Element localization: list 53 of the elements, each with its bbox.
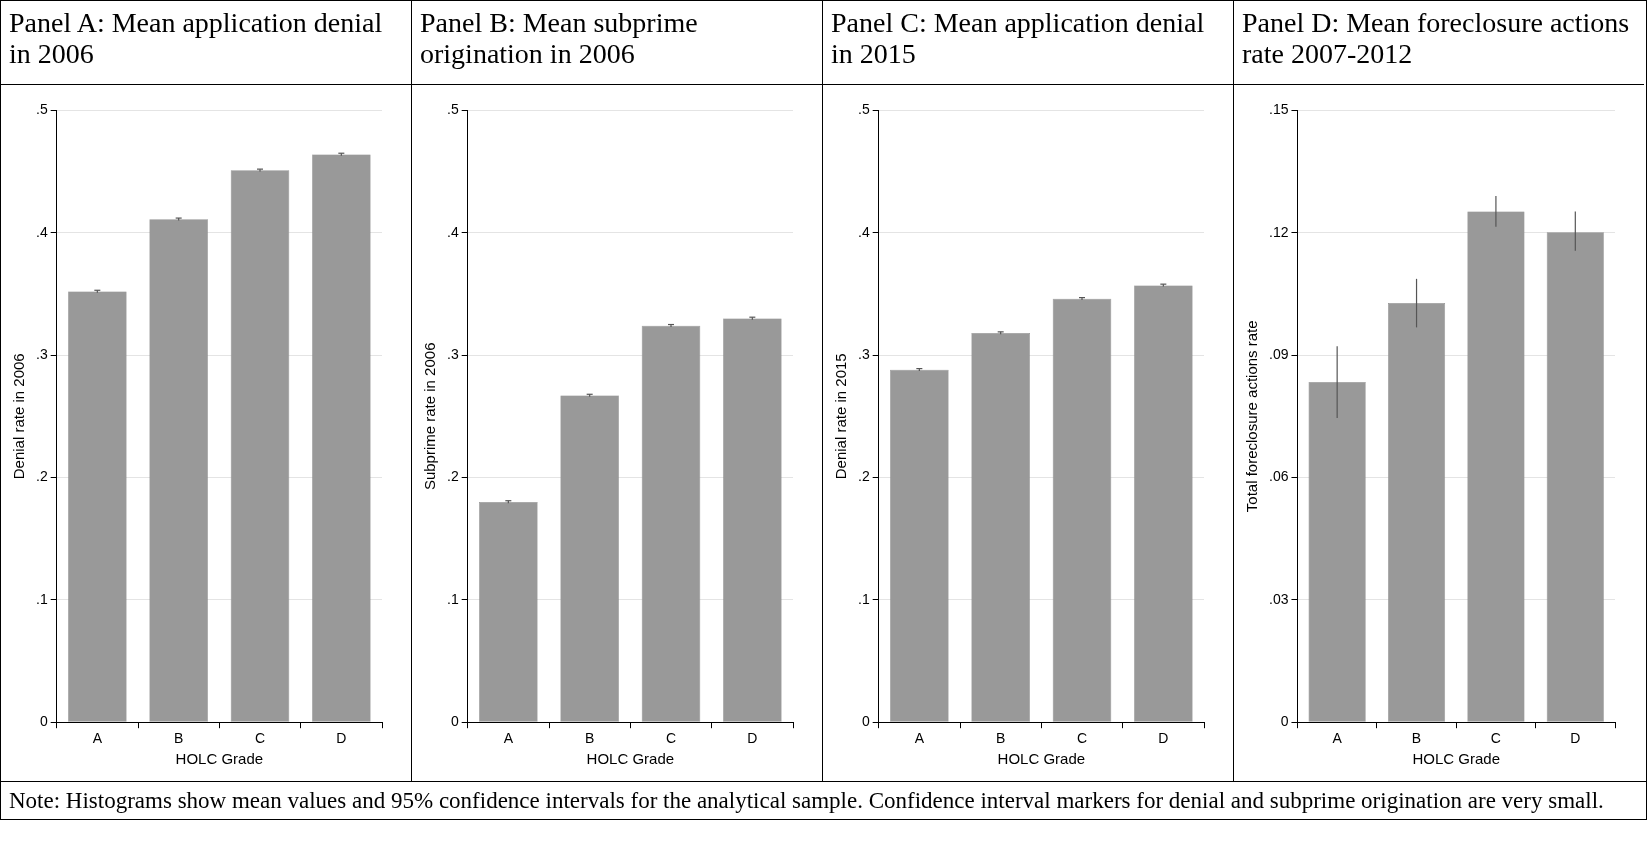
y-tick-label: 0 xyxy=(1280,713,1289,730)
x-axis-title: HOLC Grade xyxy=(997,750,1086,768)
y-tick-label: .2 xyxy=(446,468,459,485)
x-tick-label: A xyxy=(1332,730,1343,747)
x-tick-label: C xyxy=(254,730,266,747)
y-tick-label: 0 xyxy=(861,713,870,730)
x-tick-label: D xyxy=(1570,730,1581,747)
y-axis-title: Denial rate in 2006 xyxy=(10,353,28,480)
x-tick-label: A xyxy=(914,730,925,747)
y-tick-label: .5 xyxy=(35,101,48,118)
y-tick-label: .1 xyxy=(446,590,459,607)
y-tick-label: .15 xyxy=(1268,101,1289,118)
y-axis-title: Total foreclosure actions rate xyxy=(1243,320,1261,513)
x-tick-label: B xyxy=(585,730,595,747)
y-tick-label: .3 xyxy=(857,345,870,362)
y-tick-label: 0 xyxy=(39,713,48,730)
y-tick-label: .1 xyxy=(857,590,870,607)
x-axis-title: HOLC Grade xyxy=(175,750,264,768)
y-tick-label: .3 xyxy=(446,345,459,362)
x-tick-label: A xyxy=(92,730,103,747)
x-axis-title: HOLC Grade xyxy=(586,750,675,768)
y-tick-label: .4 xyxy=(446,223,459,240)
y-tick-label: .5 xyxy=(446,101,459,118)
x-tick-label: D xyxy=(336,730,347,747)
y-tick-label: .5 xyxy=(857,101,870,118)
y-tick-label: .2 xyxy=(857,468,870,485)
x-tick-label: C xyxy=(1490,730,1501,747)
chart-title: Panel D: Mean foreclosure actions rate 2007-2012 xyxy=(1234,1,1644,85)
y-tick-label: .12 xyxy=(1268,223,1289,240)
x-tick-label: A xyxy=(503,730,514,747)
x-tick-label: C xyxy=(1076,730,1088,747)
y-tick-label: 0 xyxy=(450,713,459,730)
y-tick-label: .06 xyxy=(1268,468,1289,485)
y-tick-label: .3 xyxy=(35,345,48,362)
chart-title: Panel A: Mean application denial in 2006 xyxy=(1,1,411,85)
x-tick-label: C xyxy=(665,730,677,747)
x-tick-label: B xyxy=(174,730,184,747)
y-tick-label: .09 xyxy=(1268,345,1289,362)
x-tick-label: B xyxy=(996,730,1006,747)
y-tick-label: .4 xyxy=(35,223,48,240)
y-tick-label: .4 xyxy=(857,223,870,240)
x-axis-title: HOLC Grade xyxy=(1412,750,1500,768)
y-tick-label: .2 xyxy=(35,468,48,485)
y-axis-title: Denial rate in 2015 xyxy=(832,353,850,480)
x-tick-label: B xyxy=(1411,730,1422,747)
text: Note: Histograms show mean values and 95% confidence intervals for the analytical sample. Confidence interval markers for denial and subprime origination are very small. xyxy=(9,788,1605,813)
chart-title: Panel C: Mean application denial in 2015 xyxy=(823,1,1233,85)
y-axis-title: Subprime rate in 2006 xyxy=(421,342,439,491)
x-tick-label: D xyxy=(747,730,758,747)
x-tick-label: D xyxy=(1158,730,1169,747)
y-tick-label: .1 xyxy=(35,590,48,607)
y-tick-label: .03 xyxy=(1268,590,1289,607)
chart-title: Panel B: Mean subprime origination in 2006 xyxy=(412,1,822,85)
